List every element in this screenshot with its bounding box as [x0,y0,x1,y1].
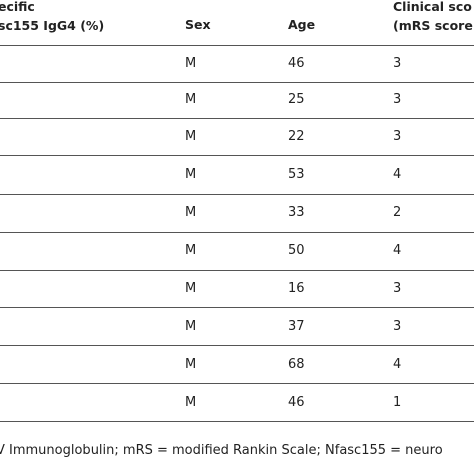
row-divider [0,82,474,83]
cell-sex: M [185,56,197,71]
cell-sex: M [185,281,197,296]
cell-sex: M [185,92,197,107]
cell-age: 22 [288,129,305,144]
row-divider [0,194,474,195]
cell-mrs: 3 [393,281,402,296]
cell-age: 33 [288,205,305,220]
cell-age: 16 [288,281,305,296]
cell-sex: M [185,243,197,258]
header-igg4-line2: sc155 IgG4 (%) [0,18,105,33]
row-divider [0,270,474,271]
cell-mrs: 4 [393,243,402,258]
header-score-line1: Clinical sco [393,0,472,14]
cell-mrs: 3 [393,92,402,107]
cell-age: 37 [288,319,305,334]
cell-sex: M [185,395,197,410]
cell-age: 46 [288,56,305,71]
row-divider [0,345,474,346]
row-divider [0,232,474,233]
header-age: Age [288,17,316,32]
row-divider [0,155,474,156]
cell-age: 50 [288,243,305,258]
cell-age: 46 [288,395,305,410]
rule-table-bottom [0,421,474,422]
row-divider [0,307,474,308]
cell-mrs: 1 [393,395,402,410]
cell-mrs: 3 [393,56,402,71]
cell-sex: M [185,205,197,220]
header-igg4: ecific sc155 IgG4 (%) [0,0,104,35]
header-score-line2: (mRS score [393,18,473,33]
cell-sex: M [185,167,197,182]
header-sex: Sex [185,17,211,32]
rule-header-bottom [0,45,474,46]
cell-sex: M [185,129,197,144]
cell-mrs: 4 [393,357,402,372]
row-divider [0,118,474,119]
table-footnote: V Immunoglobulin; mRS = modified Rankin … [0,443,443,458]
cell-mrs: 2 [393,205,402,220]
row-divider [0,383,474,384]
header-clinical-score: Clinical sco (mRS score [393,0,473,35]
cell-sex: M [185,319,197,334]
cell-age: 53 [288,167,305,182]
cell-sex: M [185,357,197,372]
cell-mrs: 3 [393,129,402,144]
cell-age: 25 [288,92,305,107]
header-igg4-line1: ecific [0,0,35,14]
cell-mrs: 4 [393,167,402,182]
cell-mrs: 3 [393,319,402,334]
cell-age: 68 [288,357,305,372]
